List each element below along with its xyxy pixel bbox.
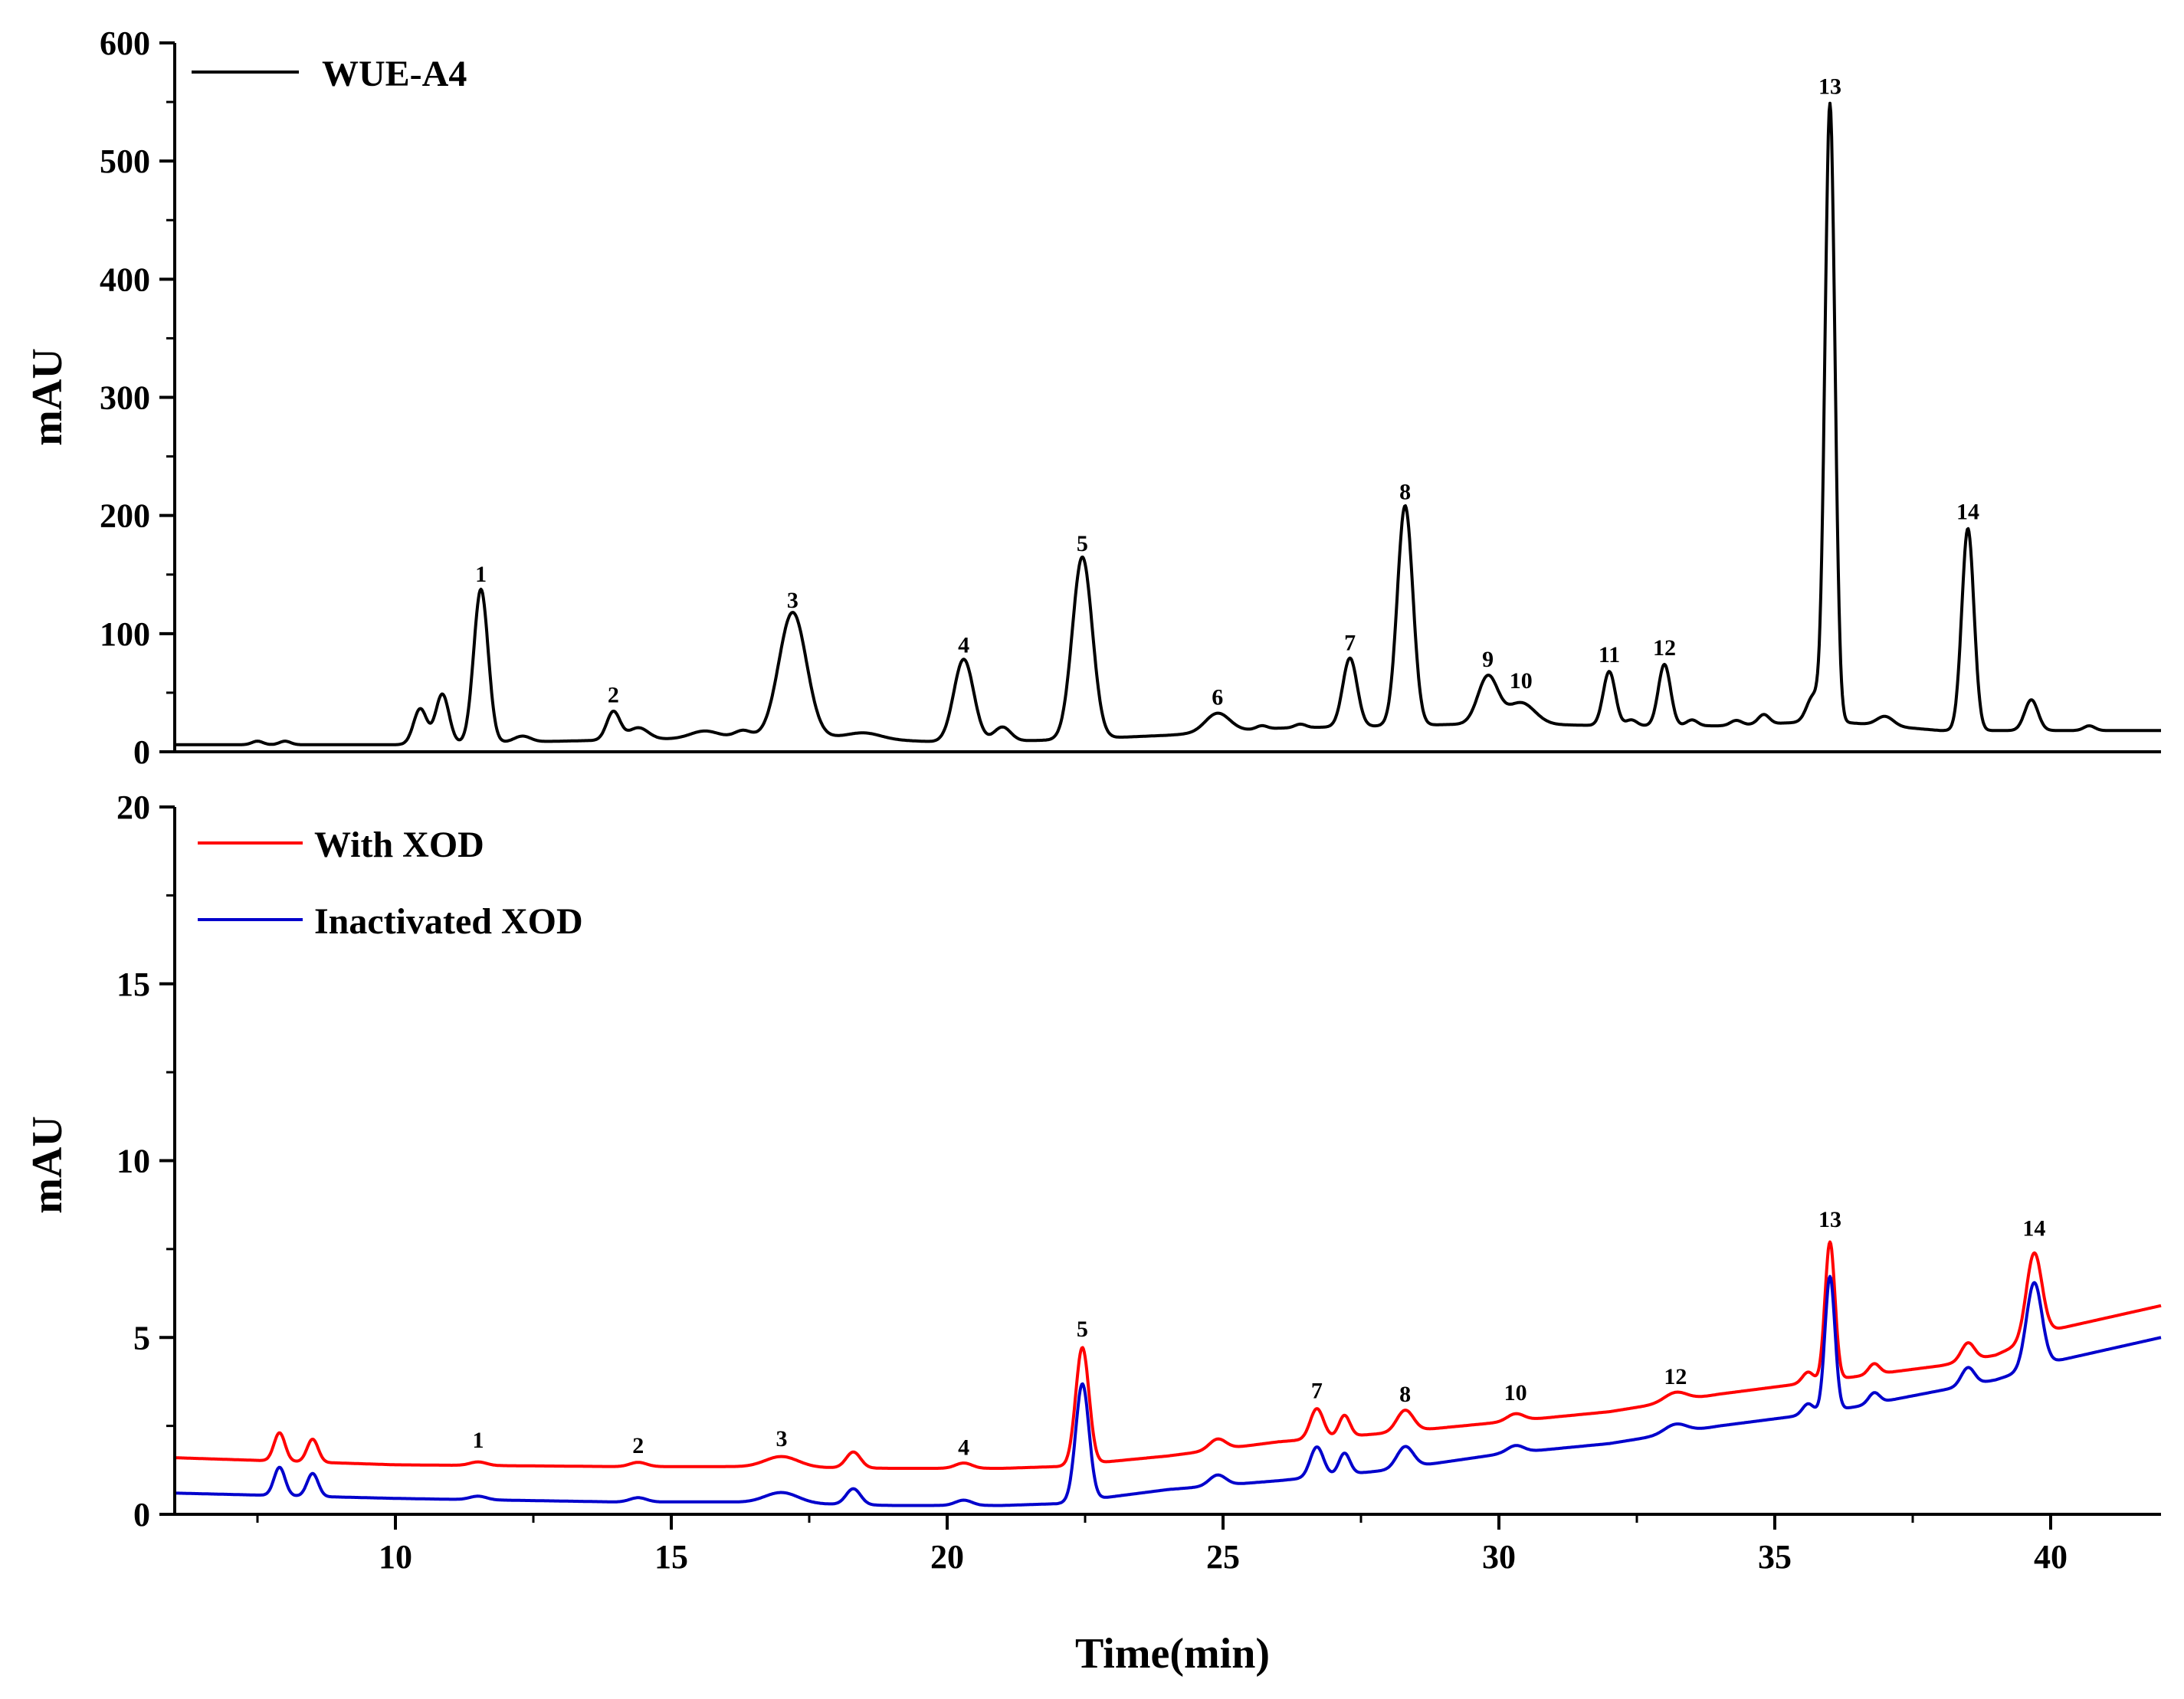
bottom-series-layer [174, 1240, 2162, 1507]
bottom-y-axis-title: mAU [24, 1116, 71, 1214]
peak-label-3: 3 [776, 1426, 788, 1451]
peak-label-3: 3 [787, 588, 799, 613]
peak-label-4: 4 [958, 1435, 969, 1460]
y-tick-label: 10 [116, 1143, 150, 1180]
peak-label-12: 12 [1653, 635, 1676, 661]
x-tick-label: 40 [2034, 1538, 2068, 1576]
x-tick-label: 15 [654, 1538, 688, 1576]
x-tick-label: 35 [1758, 1538, 1792, 1576]
peak-label-2: 2 [608, 682, 619, 707]
y-tick-label: 600 [100, 25, 150, 62]
y-tick-label: 200 [100, 497, 150, 535]
bottom-legend: With XOD Inactivated XOD [198, 825, 583, 942]
top-y-axis-ticks: 0 100 200 300 400 500 600 [100, 25, 175, 771]
legend-label-wue-a4: WUE-A4 [322, 54, 467, 94]
y-tick-label: 300 [100, 379, 150, 417]
y-tick-label: 5 [133, 1319, 150, 1356]
peak-label-12: 12 [1664, 1364, 1687, 1389]
peak-label-4: 4 [958, 633, 969, 658]
peak-label-13: 13 [1818, 74, 1841, 99]
peak-label-2: 2 [632, 1433, 644, 1458]
peak-label-14: 14 [2022, 1215, 2045, 1241]
peak-label-10: 10 [1510, 668, 1533, 694]
x-tick-label: 25 [1206, 1538, 1240, 1576]
legend-label-inactivated-xod: Inactivated XOD [314, 901, 583, 942]
x-tick-label: 20 [930, 1538, 964, 1576]
peak-label-5: 5 [1077, 531, 1088, 556]
peak-label-7: 7 [1311, 1379, 1323, 1404]
y-tick-label: 100 [100, 615, 150, 653]
series-line-with-xod [174, 1240, 2162, 1470]
peak-label-9: 9 [1482, 647, 1494, 672]
y-tick-label: 400 [100, 261, 150, 298]
peak-label-14: 14 [1956, 499, 1979, 524]
y-tick-label: 0 [133, 1496, 150, 1533]
peak-label-1: 1 [473, 1428, 484, 1453]
x-tick-label: 10 [379, 1538, 412, 1576]
peak-label-11: 11 [1599, 642, 1620, 667]
peak-label-10: 10 [1504, 1380, 1527, 1405]
top-series-layer [174, 101, 2162, 746]
peak-label-13: 13 [1818, 1207, 1841, 1232]
peak-label-6: 6 [1212, 685, 1223, 710]
peak-label-1: 1 [475, 562, 487, 587]
top-legend: WUE-A4 [192, 54, 467, 94]
y-tick-label: 0 [133, 733, 150, 771]
peak-label-8: 8 [1399, 1382, 1411, 1407]
x-axis-title: Time(min) [1075, 1630, 1270, 1678]
peak-label-8: 8 [1399, 479, 1411, 504]
x-tick-label: 30 [1482, 1538, 1516, 1576]
series-line-wue-a4 [174, 101, 2162, 746]
peak-label-5: 5 [1077, 1317, 1088, 1342]
top-y-axis-title: mAU [24, 348, 71, 446]
y-tick-label: 15 [116, 966, 150, 1003]
legend-label-with-xod: With XOD [314, 825, 484, 865]
y-tick-label: 20 [116, 789, 150, 826]
peak-label-7: 7 [1344, 631, 1356, 656]
y-tick-label: 500 [100, 143, 150, 180]
series-line-inactivated-xod [174, 1274, 2162, 1507]
